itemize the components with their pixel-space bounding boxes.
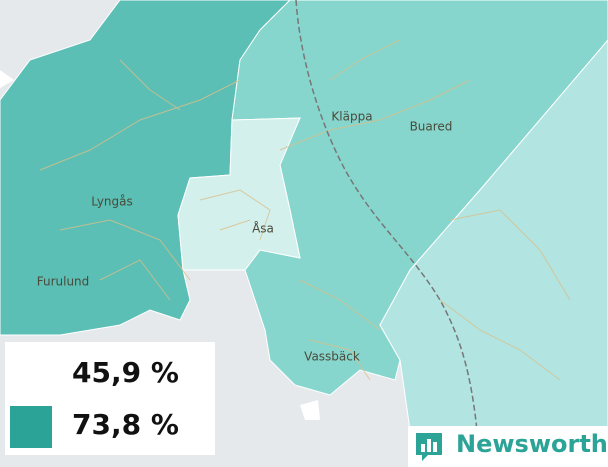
place-label: Åsa <box>252 221 274 236</box>
place-label: Vassbäck <box>304 350 360 364</box>
railway <box>295 0 481 467</box>
brand: Newsworthy <box>408 426 608 467</box>
place-label: Buared <box>410 120 453 134</box>
place-label: Furulund <box>37 275 90 289</box>
brand-name: Newsworthy <box>456 430 608 458</box>
place-label: Lyngås <box>91 195 133 209</box>
brand-icon <box>416 433 442 461</box>
legend-swatch <box>10 354 52 396</box>
legend-label: 73,8 % <box>72 408 179 441</box>
legend-swatch <box>10 406 52 448</box>
region-asa <box>177 117 301 271</box>
roads <box>39 39 571 381</box>
legend-label: 45,9 % <box>72 356 179 389</box>
legend-item: 45,9 % <box>5 352 215 398</box>
place-label: Kläppa <box>331 110 372 124</box>
legend-item: 73,8 % <box>5 404 215 450</box>
legend: 45,9 % 73,8 % <box>5 342 215 455</box>
